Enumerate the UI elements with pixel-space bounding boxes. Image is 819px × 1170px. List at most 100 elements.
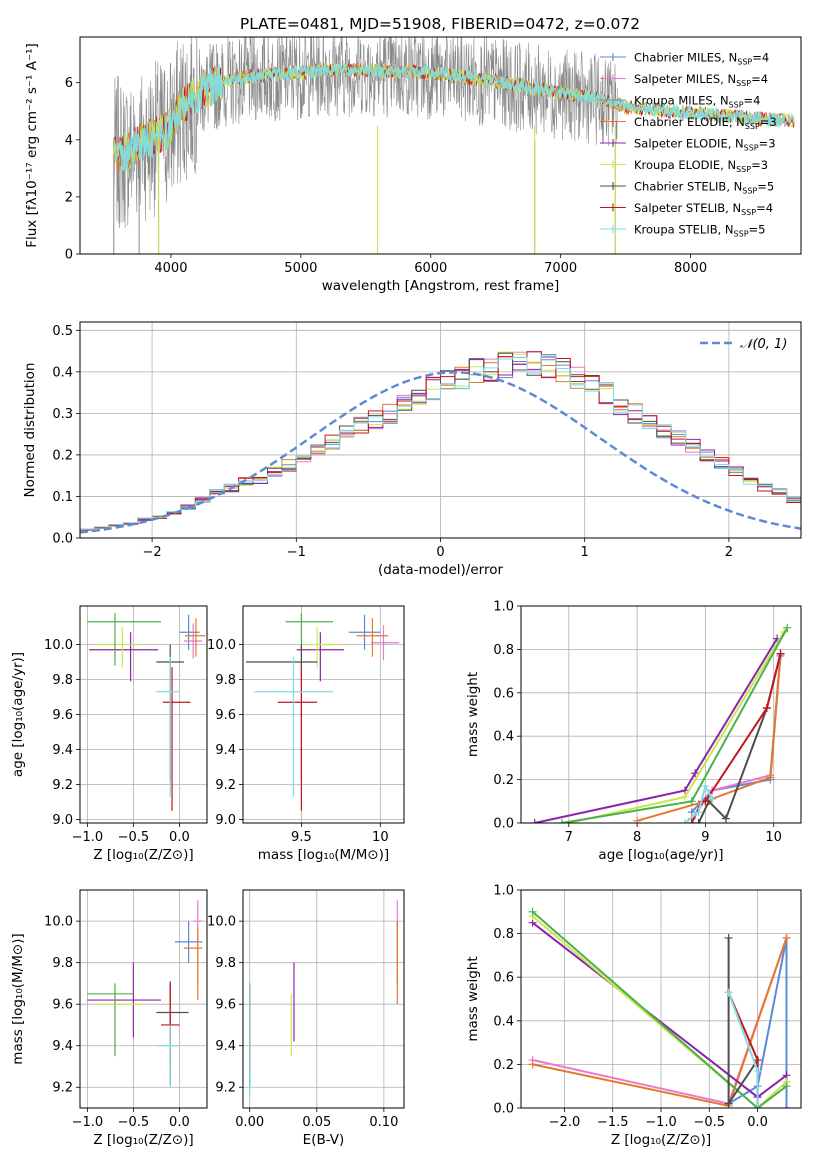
y-axis-label: mass weight (465, 956, 481, 1041)
x-tick-label: 1 (581, 545, 589, 560)
legend-label-tail: =3 (759, 137, 776, 151)
y-tick-label: 0.4 (52, 365, 73, 380)
errorbar-point-kroupa_elodie (94, 627, 141, 668)
legend-label-sub: SSP (736, 79, 751, 88)
y-tick-label: 9.0 (215, 813, 236, 828)
weight-marker (724, 933, 733, 942)
legend-label-tail: =4 (751, 72, 768, 86)
legend-label-kroupa_stelib: Kroupa STELIB, NSSP=5 (634, 223, 765, 239)
y-tick-label: 9.0 (52, 813, 73, 828)
y-tick-label: 9.8 (52, 673, 73, 688)
y-axis-label: Normed distribution (22, 363, 38, 498)
weight-marker (782, 933, 791, 942)
weight-marker (753, 1066, 762, 1075)
y-tick-label: 0.0 (493, 1102, 514, 1117)
x-tick-label: 2 (725, 545, 733, 560)
weight-series-green_line (557, 623, 792, 823)
x-tick-label: 0.10 (369, 1115, 398, 1130)
legend-label-salpeter_miles: Salpeter MILES, NSSP=4 (634, 72, 768, 88)
errorbar-point-kroupa_stelib (156, 1024, 180, 1088)
weight_vs_age-frame (520, 605, 802, 824)
model-spectrum-kroupa_stelib (113, 62, 795, 173)
y-axis-label: Flux [fλ10⁻¹⁷ erg cm⁻² s⁻¹ A⁻¹] (24, 43, 40, 248)
y-tick-label: 0.4 (493, 1014, 514, 1029)
age_vs_mass-axes: 9.5 10 9.0 9.2 9.4 9.6 9.8 10.0 mass [log₁₀(M/M⊙… (207, 606, 404, 863)
x-tick-label: −1.0 (72, 830, 104, 845)
weight_vs_Z-series (528, 907, 791, 1108)
y-tick-label: 10.0 (207, 638, 236, 653)
errorbar-point-chabrier_elodie (183, 927, 203, 1001)
legend-label-tail: =4 (744, 94, 761, 108)
x-tick-label: −2 (143, 545, 162, 560)
x-tick-label: 0.0 (747, 1115, 768, 1130)
y-tick-label: 0.8 (493, 927, 514, 942)
y-tick-label: 1.0 (493, 600, 514, 615)
mass_vs_ebv-axes: 0.00 0.05 0.10 9.2 9.4 9.6 9.8 10.0 E(B-V) (207, 890, 404, 1148)
y-tick-label: 9.2 (52, 1081, 73, 1096)
age_vs_Z-points (87, 613, 206, 811)
legend-label-chabrier_miles: Chabrier MILES, NSSP=4 (634, 51, 769, 67)
weight-marker (708, 795, 717, 804)
x-tick-label: −1 (287, 545, 306, 560)
legend-label-main: Chabrier STELIB, N (634, 180, 742, 194)
weight-marker (724, 988, 733, 997)
weight-marker (528, 907, 537, 916)
y-tick-label: 9.6 (52, 708, 73, 723)
age_vs_mass-points (246, 613, 400, 811)
y-tick-label: 9.2 (215, 1081, 236, 1096)
x-axis-label: Z [log₁₀(Z/Z⊙)] (611, 1132, 711, 1148)
weight-line (531, 911, 788, 1108)
errorbar-point-salpeter_miles (370, 625, 400, 661)
errorbar-point-kroupa_stelib (156, 656, 180, 797)
y-tick-label: 9.2 (215, 778, 236, 793)
y-tick-label: 9.6 (215, 708, 236, 723)
weight-series-kroupa_stelib (680, 782, 717, 823)
y-tick-label: 0.5 (52, 324, 73, 339)
legend-label-tail: =3 (760, 115, 777, 129)
weight-marker (782, 1082, 791, 1091)
legend-label-main: Salpeter STELIB, N (634, 201, 741, 215)
y-tick-label: 9.4 (52, 743, 73, 758)
y-tick-label: 0.3 (52, 407, 73, 422)
y-tick-label: 10.0 (44, 915, 73, 930)
x-tick-label: 6000 (414, 261, 447, 276)
legend-label-kroupa_elodie: Kroupa ELODIE, NSSP=3 (634, 158, 768, 174)
legend-label-sub: SSP (742, 187, 757, 196)
x-tick-label: 10 (765, 830, 782, 845)
age_vs_Z-axes: −1.0 −0.5 0.0 9.0 9.2 9.4 9.6 9.8 10.0 Z [log₁₀(Z… (10, 606, 207, 863)
y-tick-label: 1.0 (493, 884, 514, 899)
x-tick-label: −0.5 (118, 1115, 150, 1130)
legend-label-chabrier_elodie: Chabrier ELODIE, NSSP=3 (634, 115, 777, 131)
legend-label-normal: 𝒩(0, 1) (740, 337, 787, 352)
normal-curve (80, 371, 801, 534)
observed-spectrum (113, 37, 795, 254)
legend-label-sub: SSP (745, 122, 760, 131)
legend-label-tail: =5 (757, 180, 774, 194)
weight-marker (557, 819, 566, 823)
x-tick-label: 7 (565, 830, 573, 845)
errorbar-point-chabrier_elodie (184, 618, 206, 657)
weight-marker (701, 797, 710, 806)
y-axis-label: age [log₁₀(age/yr)] (10, 652, 26, 777)
weight-marker (724, 1099, 733, 1108)
weight-marker (753, 1104, 762, 1108)
x-tick-label: −0.5 (693, 1115, 725, 1130)
x-tick-label: 5000 (284, 261, 317, 276)
weight-marker (687, 819, 696, 823)
weight-marker (783, 623, 792, 632)
legend-label-main: Kroupa MILES, N (634, 94, 729, 108)
errorbar-point-green_line (87, 983, 134, 1057)
y-tick-label: 0.4 (493, 730, 514, 745)
spec-frame (79, 36, 802, 255)
x-tick-label: 9 (701, 830, 709, 845)
errorbar-point-chabrier_miles (348, 614, 381, 650)
legend-label-sub: SSP (729, 101, 744, 110)
spectrum-axes: 4000 5000 6000 7000 8000 0 2 4 6 wavelength [Angs… (24, 43, 707, 294)
legend-label-tail: =3 (751, 158, 768, 172)
x-tick-label: 0.05 (302, 1115, 331, 1130)
x-axis-label: wavelength [Angstrom, rest frame] (322, 278, 560, 294)
weight_vs_Z-frame (520, 889, 802, 1109)
mass_vs_Z-points (87, 900, 203, 1088)
y-tick-label: 0.2 (493, 773, 514, 788)
weight-marker (694, 808, 703, 817)
